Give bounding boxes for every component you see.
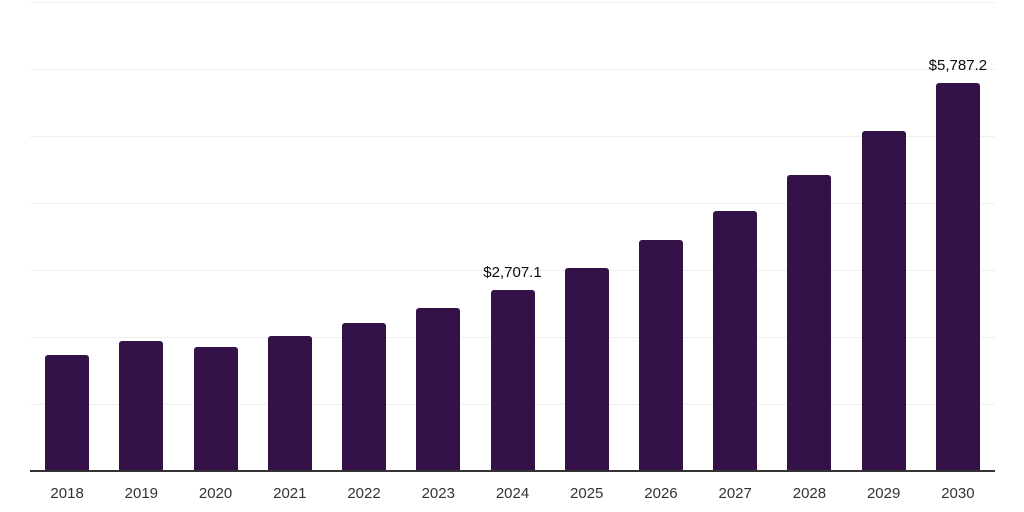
bar-2028 — [787, 175, 832, 471]
gridline-3000 — [30, 270, 995, 271]
gridline-6000 — [30, 69, 995, 70]
x-tick-label-2028: 2028 — [792, 485, 827, 502]
x-tick-label-2024: 2024 — [495, 485, 530, 502]
bar-2029 — [861, 131, 906, 471]
bar-2019 — [119, 341, 164, 471]
bar-2025 — [564, 267, 609, 471]
x-tick-label-2023: 2023 — [421, 485, 455, 502]
x-axis-line — [30, 470, 995, 472]
value-label-2024: $2,707.1 — [483, 263, 542, 281]
bar-2026 — [638, 239, 683, 471]
x-tick-label-2025: 2025 — [570, 485, 604, 502]
x-tick-label-2019: 2019 — [124, 485, 159, 502]
bar-2021 — [267, 335, 312, 471]
x-tick-label-2027: 2027 — [718, 485, 752, 502]
gridline-7000 — [30, 2, 995, 3]
x-axis-labels: 2018 2019 2020 2021 2022 2023 2024 2025 2026 2027… — [30, 486, 995, 506]
x-tick-label-2018: 2018 — [50, 485, 84, 502]
bar-2023 — [416, 307, 461, 471]
x-tick-label-2026: 2026 — [644, 485, 678, 502]
gridline-4000 — [30, 203, 995, 204]
x-tick-label-2030: 2030 — [941, 485, 975, 502]
bar-2024 — [490, 289, 535, 471]
value-label-2030: $5,787.2 — [928, 57, 988, 75]
bar-2018 — [45, 355, 90, 471]
x-tick-label-2022: 2022 — [347, 485, 381, 502]
bar-2022 — [342, 322, 387, 471]
bar-2020 — [193, 347, 238, 471]
x-tick-label-2020: 2020 — [198, 485, 233, 502]
x-tick-label-2021: 2021 — [273, 485, 307, 502]
bar-2030 — [935, 83, 980, 471]
plot-area: $2,707.1 $5,787.2 — [30, 2, 995, 471]
x-tick-label-2029: 2029 — [866, 485, 901, 502]
gridline-5000 — [30, 136, 995, 137]
bar-2027 — [713, 211, 758, 471]
